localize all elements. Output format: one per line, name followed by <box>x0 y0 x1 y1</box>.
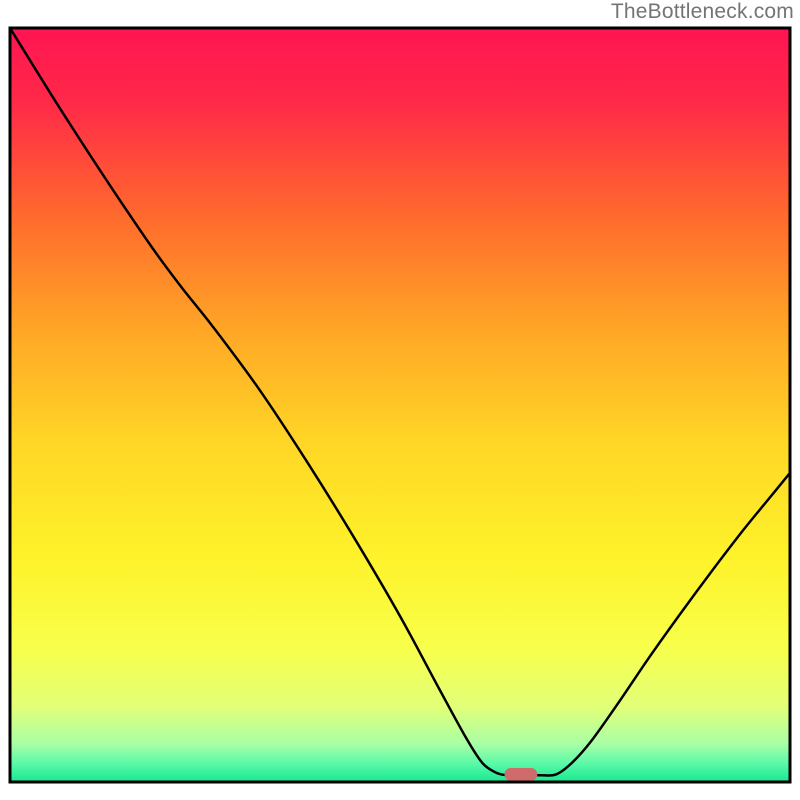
bottleneck-curve-chart <box>0 0 800 800</box>
gradient-background <box>10 28 790 782</box>
optimal-marker <box>505 768 538 781</box>
chart-container: TheBottleneck.com <box>0 0 800 800</box>
